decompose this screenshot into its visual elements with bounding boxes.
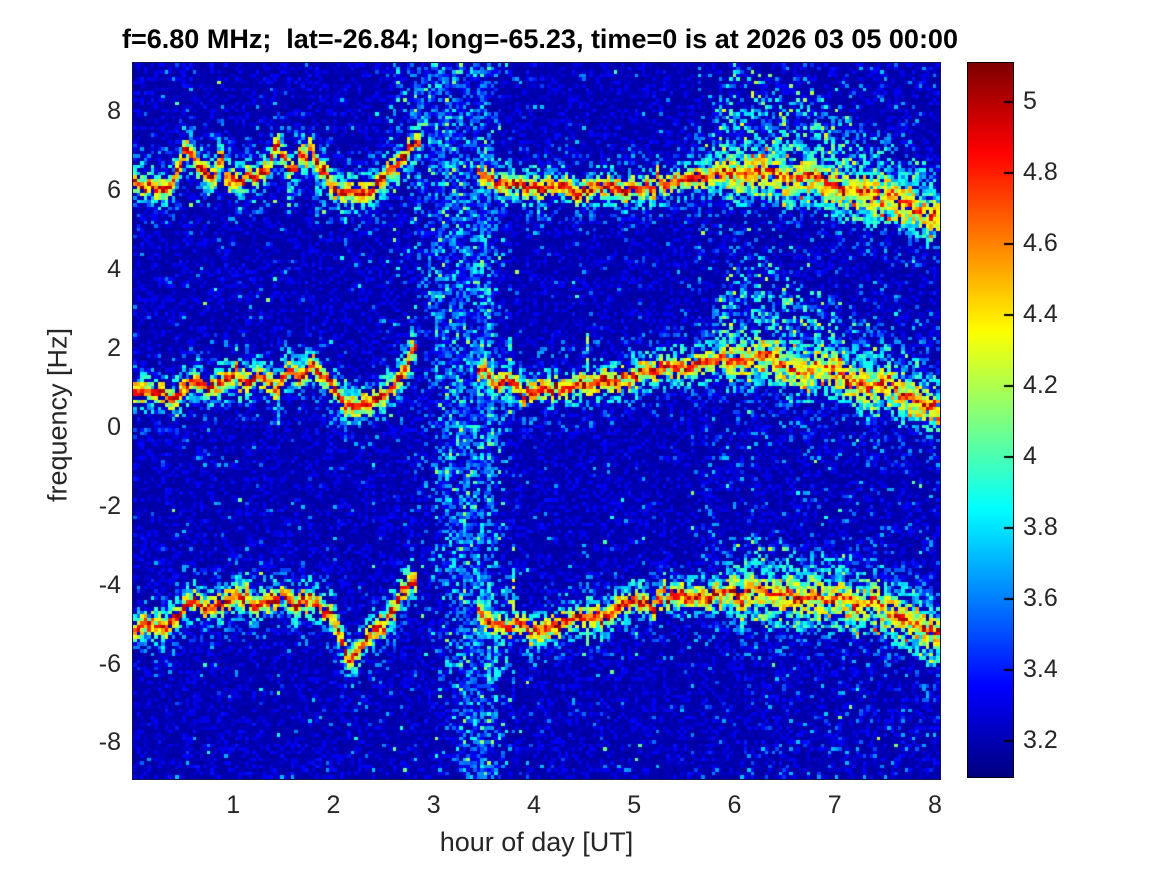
y-tick-label: -6 xyxy=(98,649,121,678)
spectrogram-image xyxy=(132,62,941,780)
x-axis-label: hour of day [UT] xyxy=(439,827,634,857)
plot-title: f=6.80 MHz; lat=-26.84; long=-65.23, tim… xyxy=(122,24,958,54)
y-tick-label: -8 xyxy=(98,728,121,757)
y-tick-label: 0 xyxy=(107,412,121,441)
colorbar-tick-label: 3.8 xyxy=(1023,513,1058,542)
y-tick-label: 2 xyxy=(107,334,121,362)
y-tick-label: -4 xyxy=(98,570,121,599)
x-tick-label: 1 xyxy=(226,791,241,819)
x-tick-label: 4 xyxy=(527,791,541,819)
colorbar-tick-label: 4 xyxy=(1023,442,1037,471)
colorbar-tick-label: 5 xyxy=(1023,87,1037,116)
x-tick-label: 7 xyxy=(827,791,842,819)
colorbar xyxy=(967,62,1014,778)
y-tick-label: -2 xyxy=(98,491,121,520)
x-tick-label: 5 xyxy=(627,791,642,819)
colorbar-tick-label: 4.8 xyxy=(1023,158,1058,187)
y-tick-label: 4 xyxy=(107,255,121,284)
colorbar-tick-label: 4.2 xyxy=(1023,371,1058,400)
colorbar-tick-label: 4.6 xyxy=(1023,229,1058,258)
colorbar-tick-label: 3.2 xyxy=(1023,726,1058,755)
y-tick-label: 6 xyxy=(107,176,121,205)
x-tick-label: 2 xyxy=(326,791,341,819)
colorbar-tick-label: 4.4 xyxy=(1023,300,1058,329)
x-tick-label: 8 xyxy=(928,791,942,819)
colorbar-tick-label: 3.4 xyxy=(1023,655,1058,684)
x-tick-label: 3 xyxy=(426,791,441,819)
colorbar-tick-label: 3.6 xyxy=(1023,584,1058,613)
x-tick-label: 6 xyxy=(727,791,742,819)
y-tick-label: 8 xyxy=(107,97,121,126)
